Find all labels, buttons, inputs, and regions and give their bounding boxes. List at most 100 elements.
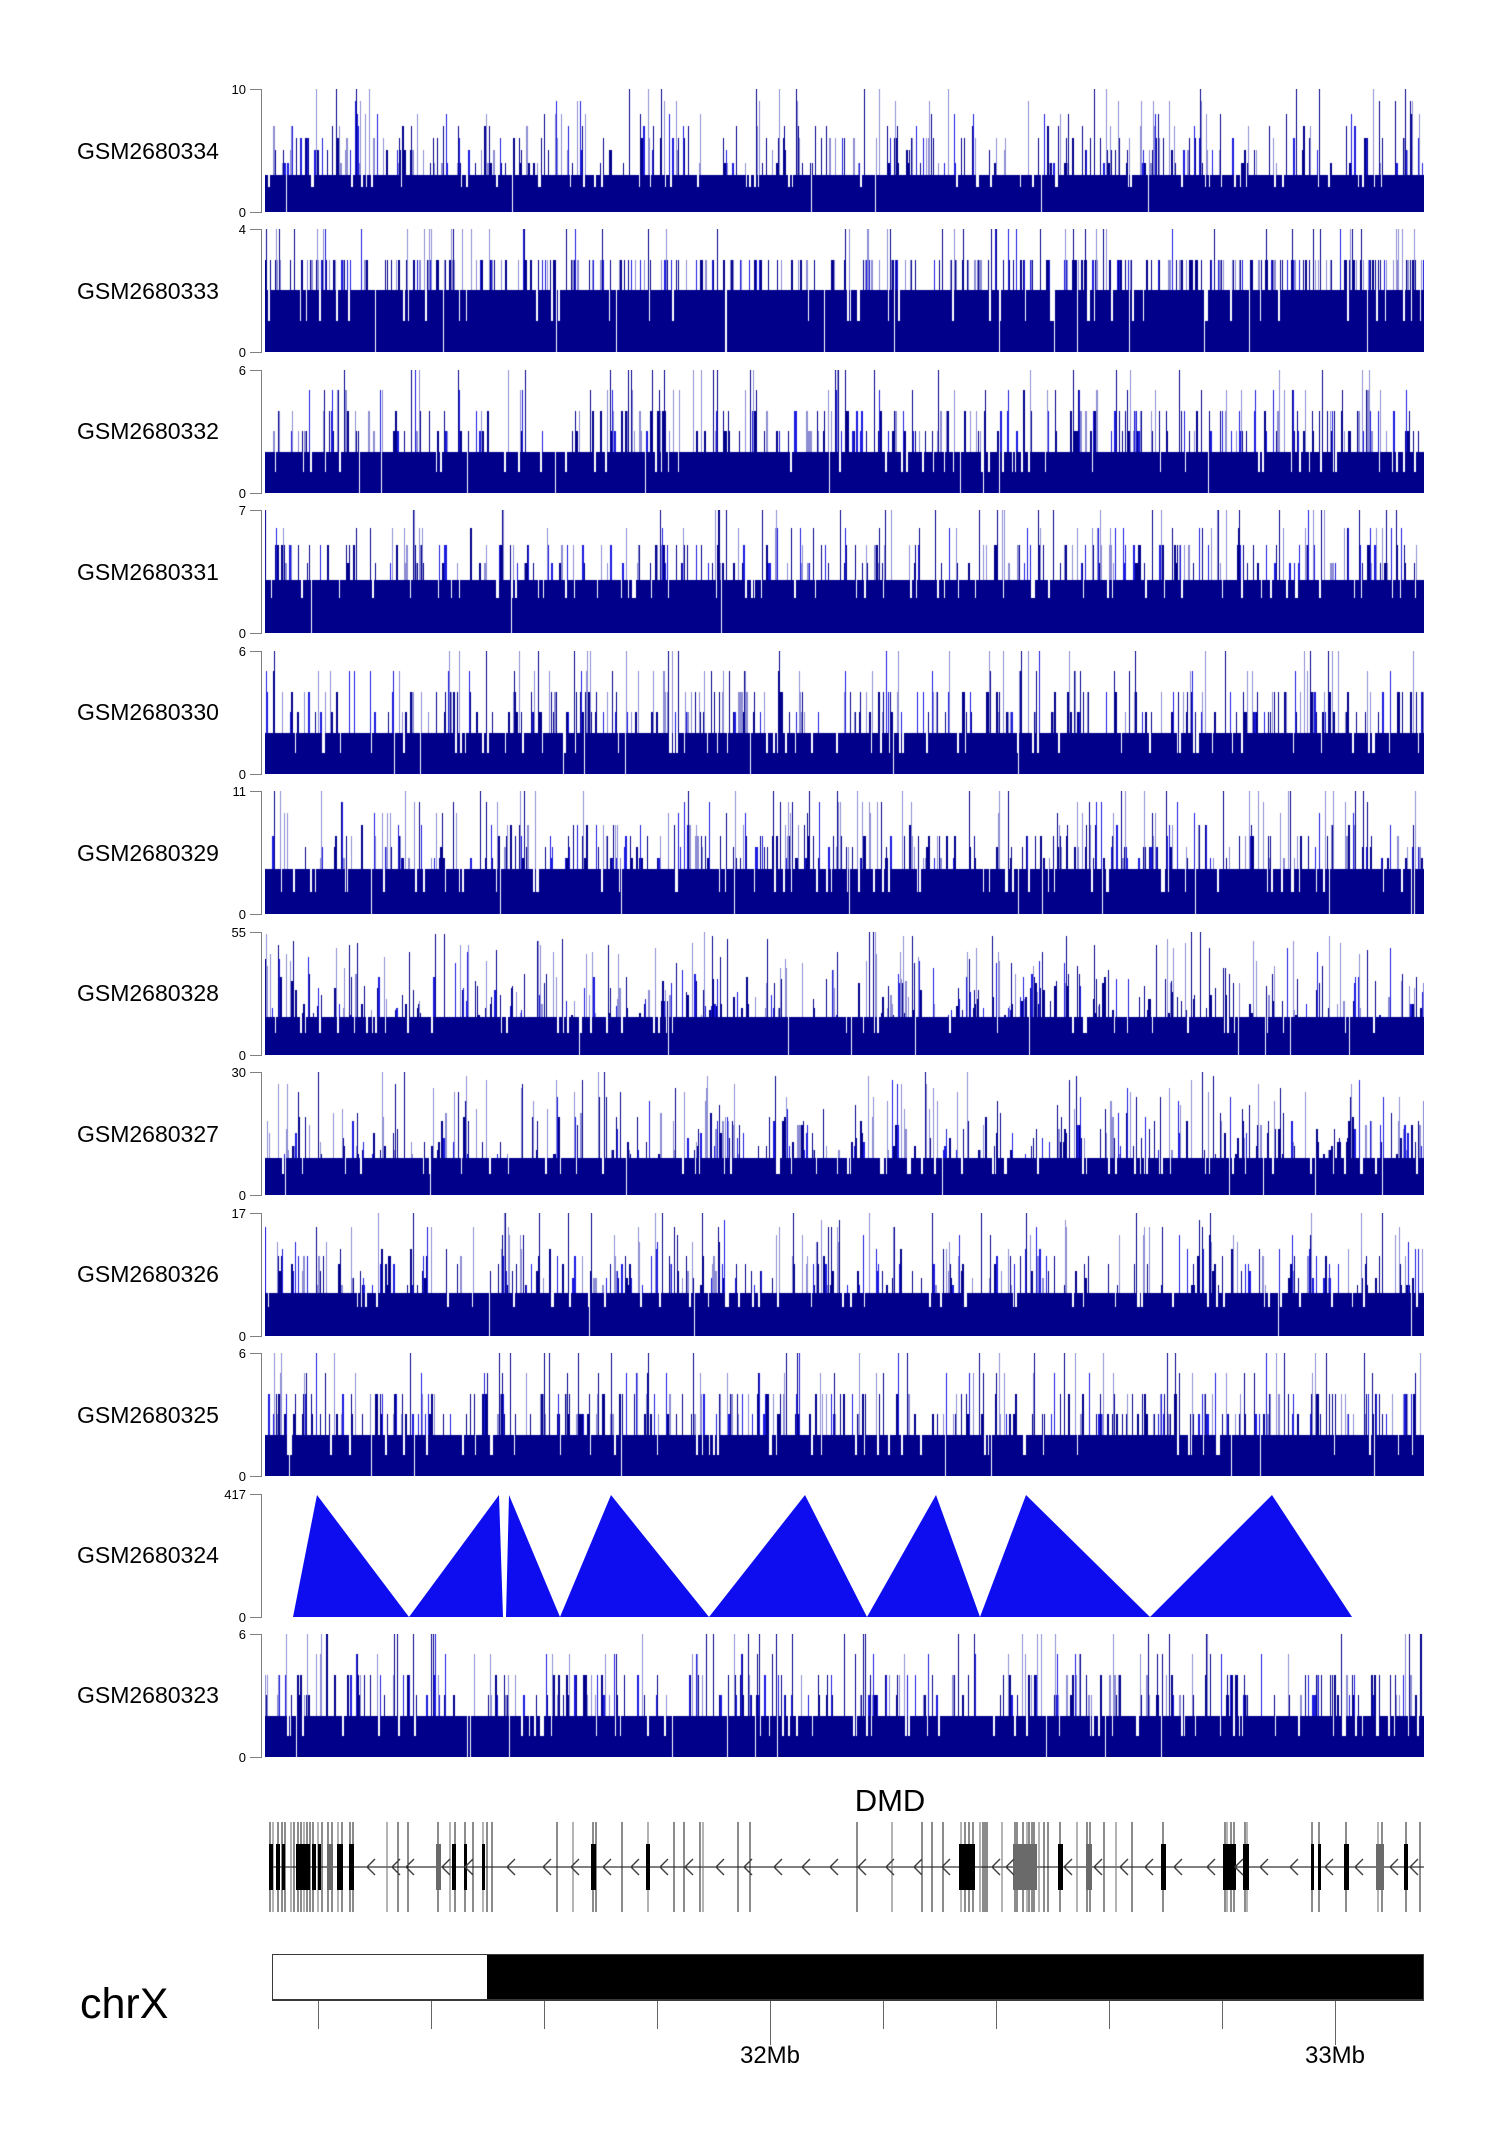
track-label: GSM2680323 — [77, 1682, 219, 1709]
exon-box — [482, 1844, 485, 1890]
axis-tick-bottom — [250, 1476, 261, 1478]
exon-box — [1223, 1844, 1236, 1890]
strand-direction-arrow-icon — [1173, 1858, 1183, 1876]
ruler-minor-tick — [996, 2001, 997, 2029]
coverage-signal-canvas — [265, 650, 1424, 774]
signal-plot[interactable] — [265, 1494, 1424, 1617]
axis-tick-top — [250, 369, 261, 371]
strand-direction-arrow-icon — [1093, 1858, 1103, 1876]
track-label: GSM2680329 — [77, 839, 219, 866]
gene-model-track[interactable] — [265, 1822, 1424, 1912]
exon-box — [1404, 1844, 1408, 1890]
strand-direction-arrow-icon — [570, 1858, 580, 1876]
exon-box — [312, 1844, 316, 1890]
axis-min-label: 0 — [238, 1749, 246, 1765]
track-row: GSM2680327 30 0 — [0, 1065, 1500, 1203]
axis-tick-bottom — [250, 1195, 261, 1197]
exon-box — [591, 1844, 596, 1890]
axis-tick-top — [250, 89, 261, 90]
coverage-signal-canvas — [265, 1072, 1424, 1196]
strand-direction-arrow-icon — [506, 1858, 516, 1876]
signal-plot[interactable] — [265, 1353, 1424, 1477]
track-label: GSM2680333 — [77, 277, 219, 304]
ruler-coordinate-label: 33Mb — [1304, 2042, 1366, 2069]
axis-tick-top — [250, 1072, 261, 1074]
strand-direction-arrow-icon — [743, 1858, 753, 1876]
strand-direction-arrow-icon — [1063, 1858, 1073, 1876]
axis-tick-top — [250, 510, 261, 512]
ruler-minor-tick — [657, 2001, 658, 2029]
signal-plot[interactable] — [265, 229, 1424, 353]
strand-direction-arrow-icon — [405, 1858, 415, 1876]
exon-box — [1344, 1844, 1349, 1890]
strand-direction-arrow-icon — [1005, 1858, 1015, 1876]
ruler-major-tick — [770, 2001, 771, 2045]
exon-box — [1243, 1844, 1249, 1890]
signal-plot[interactable] — [265, 931, 1424, 1055]
peak-triangle — [980, 1494, 1150, 1617]
axis-min-label: 0 — [238, 1328, 246, 1344]
track-label: GSM2680332 — [77, 418, 219, 445]
exon-box — [959, 1844, 975, 1890]
axis-max-label: 417 — [224, 1486, 246, 1502]
track-row: GSM2680325 6 0 — [0, 1346, 1500, 1484]
ruler-minor-tick — [544, 2001, 545, 2029]
track-label: GSM2680331 — [77, 558, 219, 585]
axis-max-label: 55 — [231, 924, 246, 940]
signal-plot[interactable] — [265, 650, 1424, 774]
exon-box — [327, 1844, 333, 1890]
exon-box — [1013, 1844, 1037, 1890]
chromosome-label: chrX — [80, 1980, 169, 2028]
coverage-signal-canvas — [265, 1212, 1424, 1336]
signal-plot[interactable] — [265, 89, 1424, 212]
axis-tick-bottom — [250, 1616, 261, 1618]
strand-direction-arrow-icon — [857, 1858, 867, 1876]
axis-tick-top — [250, 931, 261, 933]
y-axis-line — [261, 1072, 262, 1197]
signal-plot[interactable] — [265, 369, 1424, 493]
signal-plot[interactable] — [265, 1072, 1424, 1196]
y-axis-line — [261, 1353, 262, 1478]
axis-max-label: 6 — [238, 643, 246, 659]
exon-box — [1318, 1844, 1321, 1890]
signal-plot[interactable] — [265, 1212, 1424, 1336]
axis-max-label: 17 — [231, 1205, 246, 1221]
axis-tick-bottom — [250, 492, 261, 494]
signal-plot[interactable] — [265, 510, 1424, 634]
track-label: GSM2680324 — [77, 1542, 219, 1568]
axis-tick-top — [250, 1493, 261, 1495]
ruler-minor-tick — [883, 2001, 884, 2029]
axis-tick-top — [250, 650, 261, 652]
axis-max-label: 6 — [238, 1346, 246, 1362]
peak-triangle — [293, 1494, 409, 1617]
chromosome-ideogram[interactable] — [272, 1954, 1424, 2000]
strand-direction-arrow-icon — [391, 1858, 401, 1876]
axis-tick-top — [250, 791, 261, 793]
axis-max-label: 6 — [238, 362, 246, 378]
strand-direction-arrow-icon — [1354, 1858, 1364, 1876]
axis-min-label: 0 — [238, 485, 246, 501]
strand-direction-arrow-icon — [366, 1858, 376, 1876]
peak-triangle — [409, 1494, 503, 1617]
strand-direction-arrow-icon — [1259, 1858, 1269, 1876]
axis-tick-bottom — [250, 212, 261, 213]
y-axis-line — [261, 1212, 262, 1337]
strand-direction-arrow-icon — [659, 1858, 669, 1876]
coverage-signal-canvas — [265, 1353, 1424, 1477]
y-axis-line — [261, 229, 262, 354]
signal-plot[interactable] — [265, 1633, 1424, 1757]
strand-direction-arrow-icon — [885, 1858, 895, 1876]
strand-direction-arrow-icon — [464, 1858, 474, 1876]
track-row: GSM2680330 6 0 — [0, 644, 1500, 782]
axis-max-label: 4 — [238, 222, 246, 238]
peak-triangle — [709, 1494, 867, 1617]
strand-direction-arrow-icon — [602, 1858, 612, 1876]
track-label: GSM2680330 — [77, 699, 219, 726]
strand-direction-arrow-icon — [773, 1858, 783, 1876]
exon-box — [1311, 1844, 1314, 1890]
signal-plot[interactable] — [265, 791, 1424, 915]
exon-box — [282, 1844, 285, 1890]
track-row: GSM2680331 7 0 — [0, 503, 1500, 641]
axis-tick-bottom — [250, 633, 261, 635]
